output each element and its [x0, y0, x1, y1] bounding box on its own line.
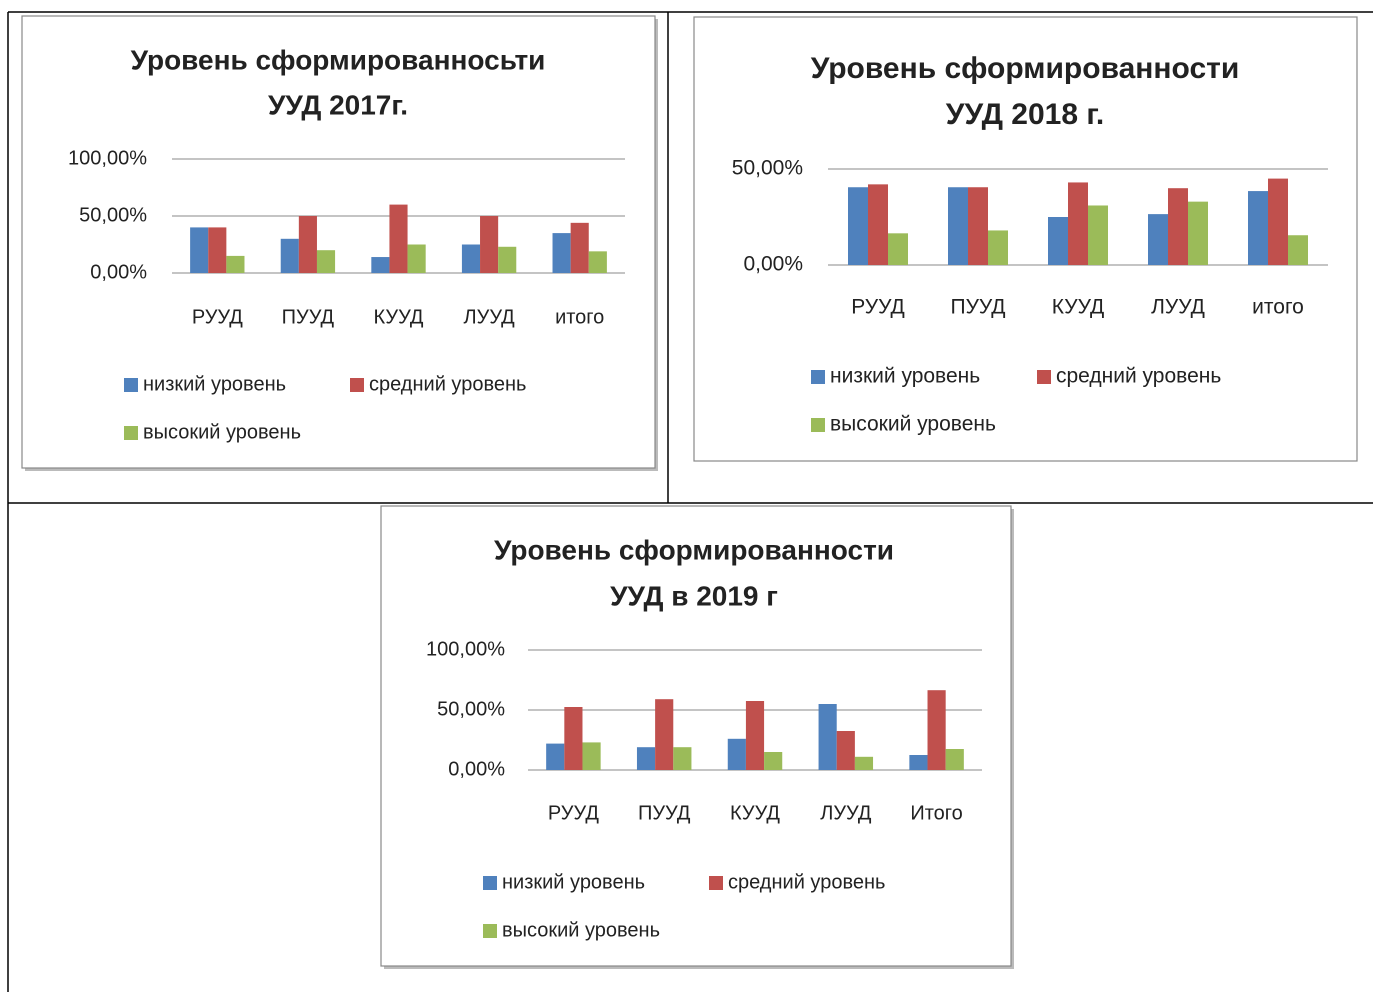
bar: [848, 187, 868, 265]
bar: [673, 747, 692, 770]
chart-frame: [693, 16, 1358, 462]
legend-label: низкий уровень: [143, 373, 286, 395]
bar: [1288, 235, 1308, 265]
bar: [461, 244, 481, 273]
y-tick-label: 0,00%: [448, 758, 505, 780]
chart-frame: [21, 15, 656, 469]
y-tick-label: 50,00%: [437, 698, 505, 720]
table-borders: [7, 11, 1373, 992]
x-tick-label: РУУД: [192, 306, 243, 328]
legend-label: высокий уровень: [502, 919, 660, 941]
bar: [948, 187, 968, 265]
chart-title: УУД в 2019 г: [610, 580, 778, 611]
y-tick-label: 50,00%: [79, 204, 147, 226]
legend-label: средний уровень: [1056, 365, 1221, 388]
legend-label: средний уровень: [728, 871, 885, 893]
legend-swatch: [350, 378, 364, 392]
x-tick-label: Итого: [910, 802, 962, 824]
bar: [588, 251, 607, 273]
bar: [1268, 178, 1288, 265]
legend-swatch: [483, 876, 497, 890]
y-tick-label: 0,00%: [90, 261, 147, 283]
chart-title: Уровень сформированности: [494, 534, 894, 565]
legend-swatch: [483, 924, 497, 938]
legend-swatch: [811, 370, 825, 384]
bar: [226, 255, 245, 273]
bar: [1068, 182, 1088, 265]
chart-frame: [380, 505, 1012, 967]
bar: [371, 257, 390, 273]
x-tick-label: ЛУУД: [820, 802, 872, 824]
legend-label: низкий уровень: [830, 365, 980, 388]
bar: [727, 738, 746, 770]
legend-label: низкий уровень: [502, 871, 645, 893]
bar: [298, 216, 317, 273]
bar: [1048, 217, 1068, 265]
bar: [868, 184, 888, 265]
x-tick-label: ПУУД: [950, 296, 1005, 319]
bar: [570, 222, 589, 273]
x-tick-label: ПУУД: [282, 306, 335, 328]
bar: [945, 749, 964, 770]
bar: [564, 707, 583, 770]
legend-swatch: [811, 418, 825, 432]
bar: [190, 227, 209, 273]
bar: [316, 250, 336, 273]
bar: [1088, 205, 1108, 265]
bar: [552, 233, 571, 273]
x-tick-label: ПУУД: [638, 802, 691, 824]
legend-label: высокий уровень: [830, 413, 996, 436]
bar: [407, 244, 426, 273]
bar: [546, 743, 565, 770]
bar: [988, 230, 1008, 265]
chart-title: Уровень сформированности: [811, 52, 1240, 85]
bar: [636, 747, 656, 770]
legend-swatch: [709, 876, 723, 890]
bar: [927, 690, 946, 770]
bar: [208, 227, 227, 273]
x-tick-label: КУУД: [1052, 296, 1104, 319]
y-tick-label: 100,00%: [426, 638, 505, 660]
bar: [480, 216, 499, 273]
legend-swatch: [1037, 370, 1051, 384]
legend-label: высокий уровень: [143, 421, 301, 443]
chart-title: УУД 2017г.: [268, 89, 408, 120]
bar: [1248, 191, 1268, 265]
x-tick-label: КУУД: [730, 802, 780, 824]
bar: [836, 731, 855, 770]
x-tick-label: итого: [1252, 296, 1304, 319]
bar: [1168, 188, 1188, 265]
bar: [280, 238, 299, 273]
y-tick-label: 50,00%: [732, 157, 803, 180]
chart-title: УУД 2018 г.: [946, 98, 1104, 131]
bar: [764, 752, 783, 770]
bar: [1148, 214, 1168, 265]
bar: [818, 704, 837, 770]
legend-swatch: [124, 426, 138, 440]
x-tick-label: РУУД: [548, 802, 599, 824]
chart-title: Уровень сформированносьти: [131, 44, 546, 75]
bar: [854, 756, 874, 770]
legend-label: средний уровень: [369, 373, 526, 395]
bar: [389, 204, 408, 273]
bar: [655, 699, 674, 770]
x-tick-label: РУУД: [851, 296, 905, 319]
bar: [498, 246, 517, 273]
bar: [582, 742, 601, 770]
x-tick-label: ЛУУД: [1151, 296, 1205, 319]
legend-swatch: [124, 378, 138, 392]
y-tick-label: 0,00%: [743, 253, 803, 276]
x-tick-label: КУУД: [374, 306, 424, 328]
x-tick-label: итого: [555, 306, 604, 328]
bar: [1188, 201, 1208, 265]
bar: [888, 233, 908, 265]
bar: [909, 755, 928, 770]
bar: [968, 187, 988, 265]
bar: [745, 701, 765, 770]
y-tick-label: 100,00%: [68, 147, 147, 169]
x-tick-label: ЛУУД: [464, 306, 516, 328]
